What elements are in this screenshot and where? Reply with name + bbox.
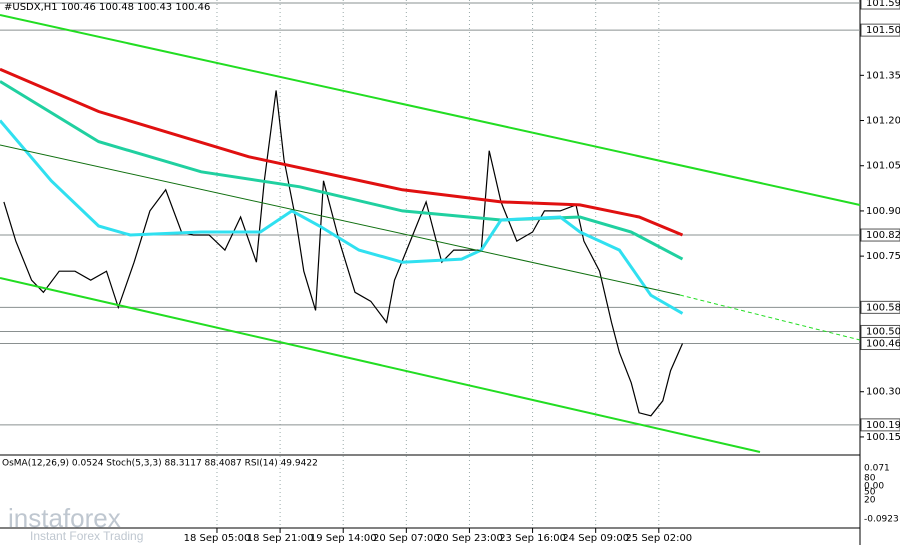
y-tick-label: 100.90 [866, 206, 900, 217]
x-tick-label: 24 Sep 09:00 [562, 533, 629, 544]
level-label-box [860, 300, 900, 314]
x-tick-label: 20 Sep 23:00 [436, 533, 503, 544]
x-tick-label: 19 Sep 14:00 [310, 533, 377, 544]
y-tick-label: 100.15 [866, 432, 900, 443]
x-tick-label: 20 Sep 07:00 [373, 533, 440, 544]
series-line [0, 67, 684, 237]
x-tick-label: 25 Sep 02:00 [625, 533, 692, 544]
level-label-box [860, 228, 900, 242]
level-label-box [860, 337, 900, 351]
level-label: 100.58 [866, 302, 900, 313]
watermark: instaforex [8, 503, 121, 533]
y-tick-label: 100.30 [866, 387, 900, 398]
chart-title: #USDX,H1 100.46 100.48 100.43 100.46 [4, 2, 210, 13]
indicator-axis-label: 0.00 [864, 482, 884, 492]
y-tick-label: 100.75 [866, 251, 900, 262]
channel-lower [0, 277, 761, 453]
indicator-title: OsMA(12,26,9) 0.0524 Stoch(5,3,3) 88.311… [2, 459, 318, 469]
channel-upper [0, 14, 861, 206]
series-line [0, 80, 684, 261]
indicator-axis-label: 20 [864, 496, 876, 506]
indicator-axis-label: 80 [864, 474, 876, 484]
indicator-axis-label: 0.071 [864, 464, 890, 474]
level-label-box [860, 23, 900, 37]
watermark-subtitle: Instant Forex Trading [30, 529, 143, 543]
level-label: 100.19 [866, 420, 900, 431]
x-tick-label: 23 Sep 16:00 [499, 533, 566, 544]
level-label: 101.50 [866, 25, 900, 36]
indicator-axis-label: -0.0923 [864, 515, 899, 525]
level-label: 100.82 [866, 230, 900, 241]
y-tick-label: 101.20 [866, 116, 900, 127]
level-label: 100.46 [866, 339, 900, 350]
series-line [3, 90, 684, 417]
y-tick-label: 101.05 [866, 161, 900, 172]
level-label: 101.59 [866, 0, 900, 9]
indicator-axis-label: 50 [864, 488, 876, 498]
series-line [0, 119, 684, 315]
level-label-box [860, 418, 900, 432]
y-tick-label: 101.35 [866, 70, 900, 81]
channel-mid [0, 144, 681, 296]
channel-mid-extension [679, 294, 861, 341]
plot [0, 0, 860, 528]
x-tick-label: 18 Sep 05:00 [184, 533, 251, 544]
level-label: 100.50 [866, 326, 900, 337]
x-tick-label: 18 Sep 21:00 [247, 533, 314, 544]
level-label-box [860, 0, 900, 10]
